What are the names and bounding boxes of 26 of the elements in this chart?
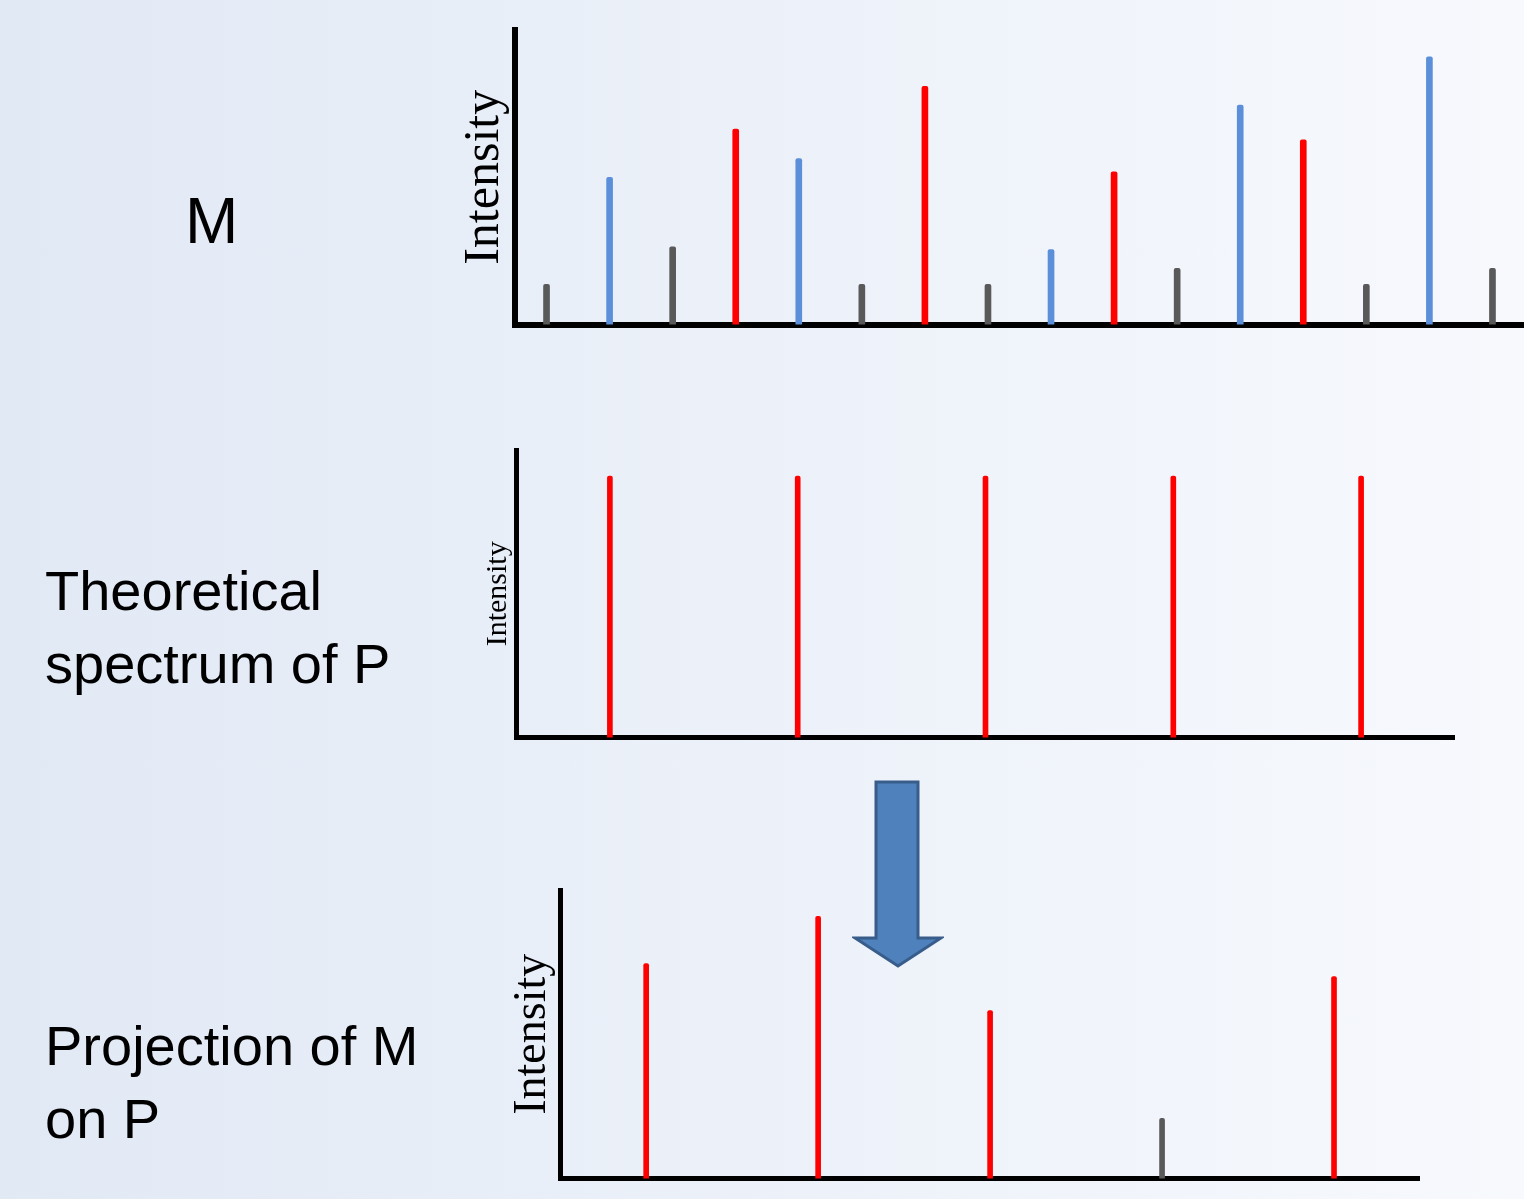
bar: [984, 284, 992, 325]
bar: [1299, 139, 1307, 325]
bar: [987, 1010, 993, 1179]
bar: [1173, 268, 1181, 325]
y-axis-title: Intensity: [453, 89, 510, 265]
bar: [815, 915, 821, 1179]
text: M: [185, 184, 240, 259]
text: Theoretical spectrum of P: [45, 558, 392, 697]
y-axis-title: Intensity: [478, 541, 512, 647]
text: Projection of M on P: [45, 1013, 420, 1152]
bar: [732, 128, 740, 325]
y-axis-title: Intensity: [503, 953, 555, 1115]
bar: [1047, 249, 1055, 325]
bar: [543, 284, 550, 325]
bar: [1426, 56, 1433, 325]
bar: [1363, 284, 1370, 325]
bar: [606, 176, 613, 325]
bar: [1110, 171, 1118, 325]
bar: [1489, 268, 1496, 325]
bar: [921, 85, 929, 325]
bar: [669, 246, 676, 325]
bar: [643, 963, 650, 1179]
bar: [1331, 976, 1337, 1179]
bar: [795, 158, 803, 325]
bar: [1236, 104, 1244, 325]
bar: [1159, 1117, 1165, 1179]
